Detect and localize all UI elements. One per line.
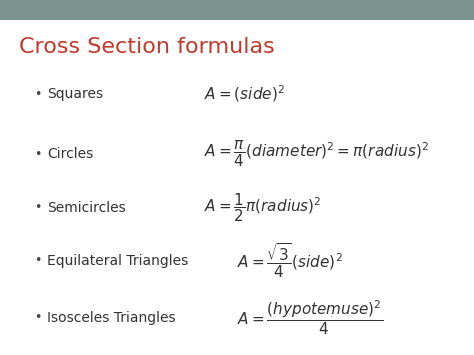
Text: Squares: Squares (47, 87, 103, 101)
Text: Isosceles Triangles: Isosceles Triangles (47, 311, 176, 325)
Text: Semicircles: Semicircles (47, 201, 126, 215)
Text: •: • (34, 88, 42, 100)
Text: •: • (34, 311, 42, 324)
Text: $A=(side)^{2}$: $A=(side)^{2}$ (204, 84, 285, 104)
Text: •: • (34, 148, 42, 161)
Text: $A=\dfrac{1}{2}\pi(radius)^{2}$: $A=\dfrac{1}{2}\pi(radius)^{2}$ (204, 191, 321, 224)
Text: Cross Section formulas: Cross Section formulas (19, 37, 275, 57)
Text: $A=\dfrac{\sqrt{3}}{4}(side)^{2}$: $A=\dfrac{\sqrt{3}}{4}(side)^{2}$ (237, 242, 343, 280)
Text: •: • (34, 201, 42, 214)
Text: Equilateral Triangles: Equilateral Triangles (47, 254, 189, 268)
Text: $A=\dfrac{\pi}{4}(diameter)^{2}=\pi(radius)^{2}$: $A=\dfrac{\pi}{4}(diameter)^{2}=\pi(radi… (204, 140, 428, 169)
Text: $A=\dfrac{(hypotemuse)^{2}}{4}$: $A=\dfrac{(hypotemuse)^{2}}{4}$ (237, 299, 383, 337)
FancyBboxPatch shape (0, 0, 474, 20)
Text: •: • (34, 255, 42, 267)
Text: Circles: Circles (47, 147, 94, 162)
